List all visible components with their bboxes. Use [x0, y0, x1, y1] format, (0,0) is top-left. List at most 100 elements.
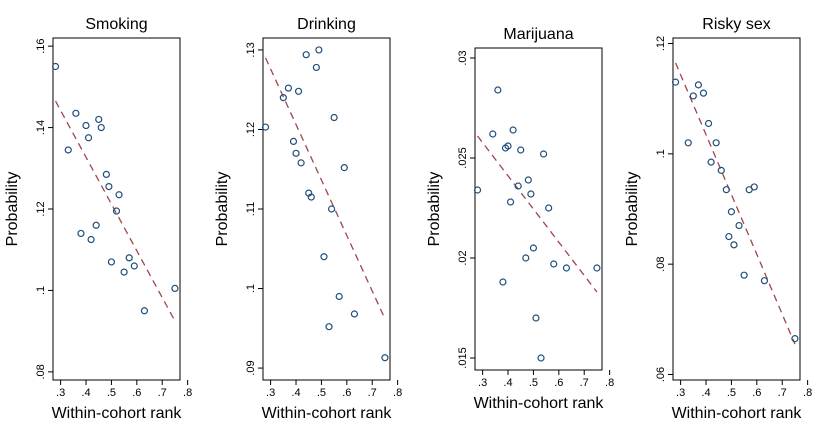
data-point	[550, 260, 558, 268]
data-point	[297, 159, 305, 167]
data-point	[315, 46, 323, 54]
x-tick-label: .8	[803, 387, 812, 399]
x-tick-label: .8	[393, 387, 402, 399]
data-point	[704, 119, 713, 128]
x-tick-label: .3	[478, 377, 487, 389]
x-axis-title: Within-cohort rank	[672, 405, 803, 422]
data-point	[712, 139, 720, 147]
data-point	[140, 307, 149, 315]
data-point	[473, 186, 482, 194]
data-point	[92, 221, 100, 229]
data-point	[529, 244, 538, 252]
panel-1: Smoking .3 .4 .5 .6 .7 .8 .08 .1 .12 .14 .16 Within-…	[4, 16, 192, 422]
data-point	[102, 170, 110, 178]
data-point	[527, 190, 535, 198]
y-tick-label: .1	[245, 284, 257, 293]
data-point	[325, 323, 333, 331]
data-point	[284, 84, 292, 92]
x-tick-label: .4	[81, 387, 90, 399]
data-point	[494, 86, 502, 94]
fit-line	[477, 135, 598, 293]
x-tick-label: .3	[56, 387, 65, 399]
y-tick-label: .025	[457, 147, 469, 168]
data-point	[171, 284, 179, 292]
data-point	[77, 229, 85, 238]
data-point	[707, 158, 715, 166]
data-point	[730, 241, 738, 249]
y-tick-label: .12	[35, 201, 47, 216]
x-tick-label: .6	[554, 377, 563, 389]
data-point	[335, 292, 343, 301]
data-point	[82, 121, 90, 130]
x-tick-label: .6	[342, 387, 351, 399]
data-point	[684, 139, 692, 147]
data-point	[107, 258, 116, 266]
data-point	[740, 271, 748, 279]
x-tick-label: .6	[132, 387, 141, 399]
data-point	[532, 314, 540, 322]
y-tick-label: .13	[245, 42, 257, 57]
x-tick-label: .7	[368, 387, 377, 399]
x-tick-label: .4	[291, 387, 300, 399]
y-tick-label: .06	[655, 367, 667, 382]
data-point	[509, 126, 517, 134]
panel-title: Risky sex	[702, 16, 770, 33]
y-tick-label: .16	[35, 38, 47, 53]
fit-line	[674, 62, 796, 345]
y-tick-label: .08	[655, 257, 667, 272]
data-point	[112, 207, 121, 215]
y-axis-title: Probability	[426, 172, 443, 247]
data-point	[340, 164, 348, 172]
data-point	[593, 264, 601, 272]
x-tick-label: .8	[605, 377, 614, 389]
y-axis-title: Probability	[214, 172, 231, 247]
data-point	[504, 142, 512, 150]
y-tick-label: .12	[245, 122, 257, 137]
x-tick-label: .5	[727, 387, 736, 399]
x-tick-label: .7	[158, 387, 167, 399]
data-point	[499, 278, 507, 286]
data-point	[279, 94, 287, 102]
data-point	[750, 183, 758, 191]
data-point	[307, 193, 315, 201]
data-point	[130, 262, 138, 270]
data-point	[72, 109, 80, 117]
data-point	[517, 146, 525, 154]
data-point	[562, 264, 571, 272]
data-point	[689, 92, 697, 100]
x-tick-label: .5	[317, 387, 326, 399]
panel-title: Drinking	[297, 16, 356, 33]
data-point	[330, 113, 338, 122]
fit-line	[54, 100, 176, 322]
plot-frame	[474, 47, 603, 371]
data-point	[87, 235, 95, 244]
y-axis-title: Probability	[4, 172, 21, 247]
panel-2: Drinking .3 .4 .5 .6 .7 .8 .09 .1 .11 .12 .13 Within…	[214, 16, 402, 422]
data-point	[699, 89, 708, 97]
x-axis-title: Within-cohort rank	[262, 405, 393, 422]
data-point	[95, 115, 103, 124]
plot-frame	[672, 37, 801, 381]
x-tick-label: .5	[107, 387, 116, 399]
x-tick-label: .5	[529, 377, 538, 389]
data-point	[722, 186, 730, 194]
data-point	[791, 335, 799, 343]
data-point	[694, 81, 703, 89]
x-tick-label: .4	[701, 387, 710, 399]
data-point	[506, 198, 515, 206]
data-point	[84, 134, 93, 142]
plot-frame	[52, 37, 181, 381]
data-point	[760, 277, 769, 285]
data-point	[125, 254, 133, 262]
panel-4: Risky sex .3 .4 .5 .6 .7 .8 .06 .08 .1 .12 Within-c…	[624, 16, 812, 422]
y-tick-label: .03	[457, 50, 469, 65]
panel-3: Marijuana .3 .4 .5 .6 .7 .8 .015 .02 .025 .03 Withi…	[426, 26, 614, 412]
x-tick-label: .6	[752, 387, 761, 399]
data-point	[725, 232, 733, 241]
panel-title: Smoking	[85, 16, 147, 33]
x-tick-label: .7	[580, 377, 589, 389]
data-point	[735, 221, 743, 230]
data-point	[261, 123, 270, 131]
y-tick-label: .14	[35, 120, 47, 135]
